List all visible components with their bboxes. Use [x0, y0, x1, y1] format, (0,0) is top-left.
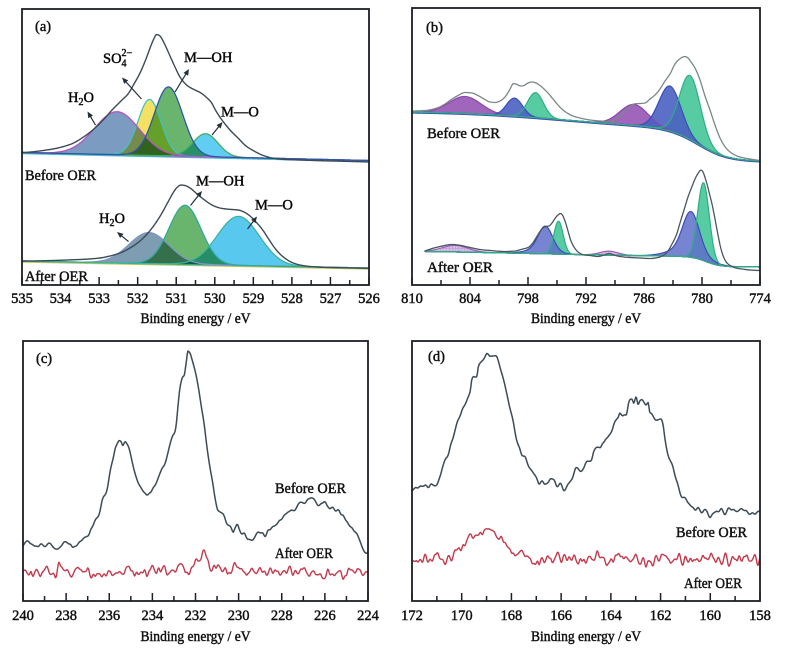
svg-text:After OER: After OER — [684, 576, 742, 592]
svg-text:774: 774 — [749, 291, 772, 307]
svg-text:160: 160 — [699, 608, 721, 624]
svg-text:533: 533 — [88, 291, 110, 307]
svg-text:Binding energy / eV: Binding energy / eV — [141, 311, 251, 327]
svg-text:786: 786 — [633, 291, 655, 307]
svg-text:162: 162 — [650, 608, 672, 624]
svg-text:M—OH: M—OH — [196, 174, 245, 190]
svg-text:172: 172 — [401, 608, 423, 624]
svg-text:SO42−: SO42− — [103, 48, 133, 70]
svg-text:224: 224 — [357, 608, 380, 624]
svg-text:232: 232 — [185, 608, 207, 624]
svg-text:535: 535 — [11, 291, 33, 307]
svg-text:526: 526 — [358, 291, 380, 307]
svg-text:Binding energy / eV: Binding energy / eV — [531, 629, 641, 645]
svg-text:M—O: M—O — [255, 198, 293, 214]
svg-text:(a): (a) — [35, 19, 51, 35]
svg-text:H2O: H2O — [68, 90, 94, 108]
svg-text:Before OER: Before OER — [25, 168, 96, 184]
svg-text:798: 798 — [517, 291, 539, 307]
svg-text:M—O: M—O — [221, 105, 259, 121]
svg-text:226: 226 — [314, 608, 336, 624]
svg-text:238: 238 — [55, 608, 77, 624]
svg-text:530: 530 — [204, 291, 226, 307]
svg-text:Before OER: Before OER — [275, 481, 346, 497]
svg-text:240: 240 — [12, 608, 34, 624]
svg-text:534: 534 — [50, 291, 73, 307]
svg-text:528: 528 — [281, 291, 303, 307]
svg-text:H2O: H2O — [99, 211, 125, 229]
svg-text:(d): (d) — [428, 349, 445, 365]
svg-text:529: 529 — [242, 291, 264, 307]
svg-text:After OER: After OER — [25, 269, 88, 285]
svg-text:527: 527 — [320, 291, 342, 307]
svg-text:234: 234 — [142, 608, 165, 624]
svg-text:804: 804 — [459, 291, 482, 307]
svg-text:810: 810 — [401, 291, 423, 307]
svg-text:Binding energy / eV: Binding energy / eV — [141, 629, 251, 645]
svg-text:Binding energy / eV: Binding energy / eV — [531, 311, 641, 327]
svg-text:(b): (b) — [426, 20, 443, 36]
svg-text:Before OER: Before OER — [676, 525, 747, 541]
svg-text:After OER: After OER — [427, 260, 493, 276]
svg-text:780: 780 — [691, 291, 713, 307]
svg-text:230: 230 — [228, 608, 250, 624]
svg-text:236: 236 — [98, 608, 120, 624]
svg-text:After OER: After OER — [275, 546, 333, 562]
svg-text:168: 168 — [501, 608, 523, 624]
svg-text:792: 792 — [575, 291, 597, 307]
svg-text:M—OH: M—OH — [184, 50, 233, 66]
svg-text:(c): (c) — [36, 351, 52, 367]
svg-text:170: 170 — [451, 608, 473, 624]
svg-text:158: 158 — [749, 608, 771, 624]
svg-text:164: 164 — [600, 608, 623, 624]
svg-text:228: 228 — [271, 608, 293, 624]
svg-text:531: 531 — [165, 291, 187, 307]
svg-text:532: 532 — [127, 291, 149, 307]
svg-text:166: 166 — [550, 608, 572, 624]
svg-text:Before OER: Before OER — [427, 126, 500, 142]
